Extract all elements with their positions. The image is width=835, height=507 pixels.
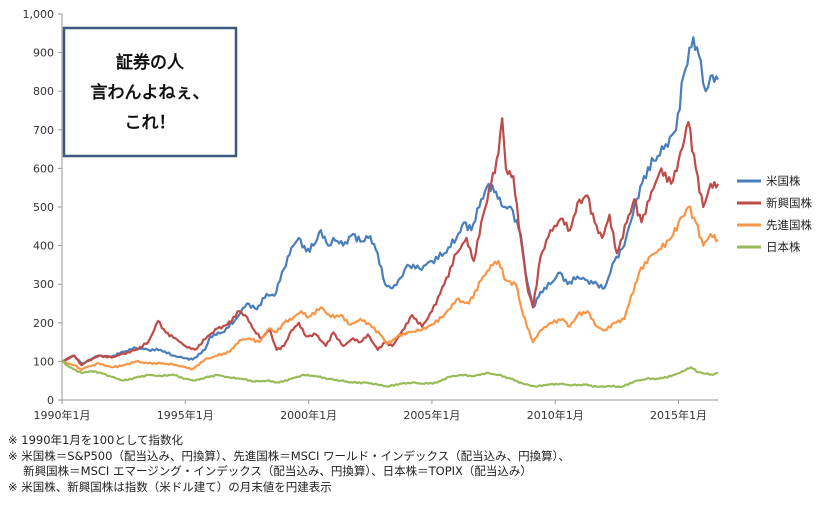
series-line-japan-stocks: [61, 360, 719, 389]
series-line-emerging-stocks: [61, 117, 719, 367]
footnote-3: 新興国株＝MSCI エマージング・インデックス（配当込み、円換算）、日本株＝TO…: [8, 464, 532, 478]
legend-label: 米国株: [766, 174, 801, 188]
footnote-1: ※ 1990年1月を100として指数化: [8, 433, 183, 447]
x-tick-label: 1995年1月: [157, 408, 214, 422]
y-tick-label: 900: [33, 47, 54, 60]
x-tick-label: 2015年1月: [650, 408, 707, 422]
legend-label: 日本株: [766, 240, 801, 254]
x-axis-ticks: 1990年1月 1995年1月 2000年1月 2005年1月 2010年1月 2015年…: [34, 400, 707, 422]
series-line-developed-stocks: [61, 205, 719, 371]
line-chart: 0 100 200 300 400 500 600 700 800 900 1,000 1990年1…: [23, 8, 813, 422]
y-tick-label: 500: [33, 201, 54, 214]
x-tick-label: 2005年1月: [403, 408, 460, 422]
y-tick-label: 1,000: [23, 8, 55, 21]
y-tick-label: 0: [47, 394, 54, 407]
footnotes: ※ 1990年1月を100として指数化 ※ 米国株＝S&P500（配当込み、円換…: [8, 433, 828, 495]
y-tick-label: 300: [33, 278, 54, 291]
callout-box: 証券の人 言わんよねぇ、 これ！: [62, 26, 238, 158]
y-tick-label: 800: [33, 85, 54, 98]
x-tick-label: 1990年1月: [34, 408, 91, 422]
x-tick-label: 2010年1月: [527, 408, 584, 422]
series-line-us-stocks: [61, 36, 719, 365]
series-lines: [61, 36, 719, 389]
callout-line-1: 証券の人: [116, 52, 185, 73]
x-tick-label: 2000年1月: [280, 408, 337, 422]
y-tick-label: 700: [33, 124, 54, 137]
y-axis-ticks: 0 100 200 300 400 500 600 700 800 900 1,000: [23, 8, 62, 407]
y-tick-label: 400: [33, 240, 54, 253]
y-tick-label: 200: [33, 317, 54, 330]
y-tick-label: 100: [33, 355, 54, 368]
y-tick-label: 600: [33, 162, 54, 175]
footnote-4: ※ 米国株、新興国株は指数（米ドル建て）の月末値を円建表示: [8, 479, 332, 494]
callout-line-2: 言わんよねぇ、: [91, 82, 210, 103]
legend-label: 新興国株: [766, 196, 812, 210]
callout-line-3: これ！: [125, 113, 176, 133]
callout-frame: [62, 26, 238, 158]
legend-label: 先進国株: [766, 218, 812, 232]
footnote-2: ※ 米国株＝S&P500（配当込み、円換算）、先進国株＝MSCI ワールド・イン…: [8, 448, 570, 463]
plot-area: 0 100 200 300 400 500 600 700 800 900 1,000 1990年1…: [23, 8, 719, 422]
